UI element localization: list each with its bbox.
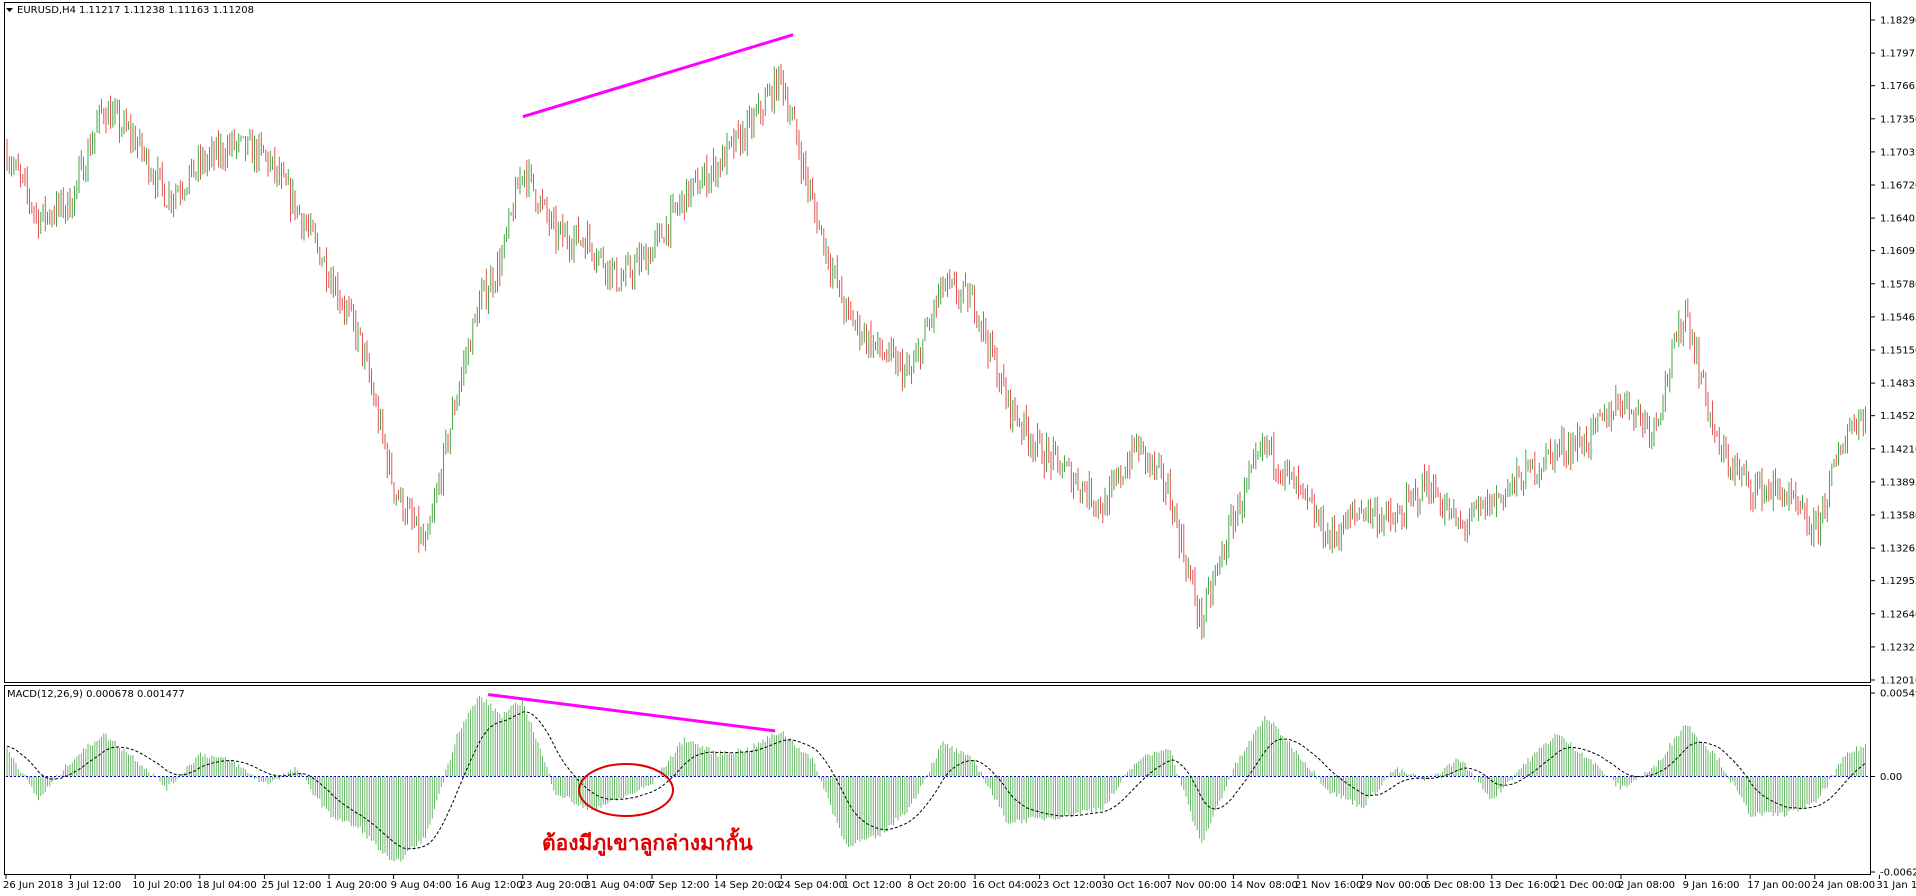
signal-line (6, 711, 1866, 850)
time-tick-label: 23 Oct 12:00 (1037, 880, 1102, 891)
time-tick-label: 1 Oct 12:00 (843, 880, 902, 891)
price-tick-label: 1.14525 (1880, 411, 1916, 422)
macd-tick-label: 0.005497 (1880, 689, 1916, 700)
time-tick-label: 31 Aug 04:00 (584, 880, 651, 891)
price-tick-label: 1.16720 (1880, 181, 1916, 192)
macd-trendline[interactable] (488, 692, 776, 733)
time-tick-label: 18 Jul 04:00 (197, 880, 257, 891)
price-axis: 1.18290 1.17975 1.17665 1.17350 1.17035 1.167… (1871, 16, 1916, 879)
time-tick-label: 16 Oct 04:00 (972, 880, 1037, 891)
time-tick-label: 6 Dec 08:00 (1424, 880, 1485, 891)
time-tick-label: 31 Jan 16:00 (1876, 880, 1916, 891)
price-tick-label: 1.15465 (1880, 312, 1916, 323)
time-tick-label: 3 Jul 12:00 (68, 880, 122, 891)
ohlc-values: 1.11217 1.11238 1.11163 1.11208 (79, 5, 254, 16)
price-tick-label: 1.12640 (1880, 609, 1916, 620)
macd-tick-label: 0.00 (1880, 772, 1902, 783)
time-tick-label: 30 Oct 16:00 (1101, 880, 1166, 891)
time-tick-label: 1 Aug 20:00 (326, 880, 387, 891)
price-tick-label: 1.12325 (1880, 642, 1916, 653)
time-tick-label: 17 Jan 00:00 (1747, 880, 1810, 891)
annotation-circle (578, 763, 674, 817)
price-tick-label: 1.18290 (1880, 16, 1916, 27)
macd-tick-label: -0.006286 (1880, 868, 1916, 879)
price-tick-label: 1.17975 (1880, 49, 1916, 60)
time-tick-label: 21 Dec 00:00 (1553, 880, 1620, 891)
price-tick-label: 1.13265 (1880, 544, 1916, 555)
price-tick-label: 1.17035 (1880, 147, 1916, 158)
time-tick-label: 23 Aug 20:00 (520, 880, 587, 891)
time-tick-label: 7 Sep 12:00 (649, 880, 709, 891)
time-tick-label: 29 Nov 00:00 (1360, 880, 1427, 891)
price-candles (6, 63, 1866, 640)
price-tick-label: 1.16405 (1880, 214, 1916, 225)
time-axis: 26 Jun 2018 3 Jul 12:00 10 Jul 20:00 18 Jul… (3, 875, 1916, 891)
time-tick-label: 7 Nov 00:00 (1166, 880, 1227, 891)
time-tick-label: 9 Jan 16:00 (1683, 880, 1740, 891)
price-tick-label: 1.12955 (1880, 576, 1916, 587)
price-tick-label: 1.13895 (1880, 477, 1916, 488)
time-tick-label: 13 Dec 16:00 (1489, 880, 1556, 891)
time-tick-label: 26 Jun 2018 (3, 880, 63, 891)
annotation-text: ต้องมีภูเขาลูกล่างมากั้น (542, 827, 753, 857)
trendlines (488, 33, 794, 733)
triangle-down-icon[interactable] (6, 8, 13, 12)
time-tick-label: 24 Jan 08:00 (1812, 880, 1875, 891)
price-tick-label: 1.17665 (1880, 81, 1916, 92)
price-tick-label: 1.14210 (1880, 444, 1916, 455)
time-tick-label: 8 Oct 20:00 (907, 880, 966, 891)
time-tick-label: 14 Nov 08:00 (1230, 880, 1297, 891)
symbol-title: EURUSD,H4 (17, 5, 76, 16)
price-tick-label: 1.15780 (1880, 279, 1916, 290)
time-tick-label: 10 Jul 20:00 (132, 880, 192, 891)
macd-panel-frame (4, 685, 1871, 875)
time-tick-label: 21 Nov 16:00 (1295, 880, 1362, 891)
time-tick-label: 16 Aug 12:00 (455, 880, 522, 891)
macd-histogram (6, 695, 1868, 862)
price-tick-label: 1.16095 (1880, 246, 1916, 257)
price-trendline[interactable] (522, 33, 794, 119)
macd-title: MACD(12,26,9) 0.000678 0.001477 (7, 689, 185, 700)
price-tick-label: 1.17350 (1880, 114, 1916, 125)
time-tick-label: 2 Jan 08:00 (1618, 880, 1675, 891)
price-tick-label: 1.14835 (1880, 379, 1916, 390)
price-tick-label: 1.15150 (1880, 346, 1916, 357)
time-tick-label: 14 Sep 20:00 (714, 880, 781, 891)
time-tick-label: 25 Jul 12:00 (261, 880, 321, 891)
price-tick-label: 1.13580 (1880, 511, 1916, 522)
time-tick-label: 24 Sep 04:00 (778, 880, 845, 891)
time-tick-label: 9 Aug 04:00 (391, 880, 452, 891)
price-panel-frame (4, 2, 1871, 683)
